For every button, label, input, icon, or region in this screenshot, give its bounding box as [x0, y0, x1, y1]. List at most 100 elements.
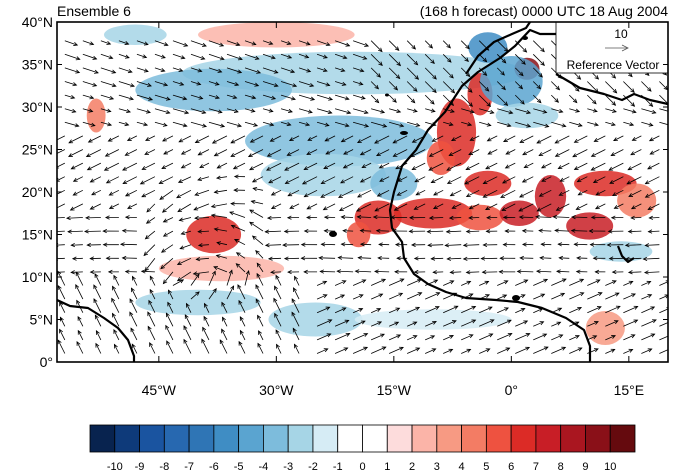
wind-vector-676	[605, 94, 617, 106]
lat-tick-label-1: 5°N	[30, 312, 54, 328]
wind-vector-579	[82, 121, 96, 127]
anomaly-patch-10	[135, 289, 261, 316]
wind-vector-265	[539, 255, 552, 261]
wind-vector-693	[298, 81, 315, 87]
wind-vector-216	[270, 270, 282, 275]
wind-vector-764	[352, 53, 368, 60]
wind-vector-469	[541, 176, 552, 182]
wind-vector-734	[424, 67, 437, 80]
wind-vector-712	[641, 81, 652, 92]
wind-vector-697	[370, 81, 380, 90]
wind-vector-470	[559, 176, 570, 182]
colorbar-swatch-3	[163, 424, 190, 453]
wind-vector-317	[249, 221, 264, 232]
wind-vector-395	[432, 203, 444, 210]
wind-vector-495	[395, 162, 408, 170]
wind-vector-107	[148, 299, 156, 313]
wind-vector-482	[161, 162, 174, 169]
wind-vector-113	[255, 298, 264, 313]
wind-vector-440	[628, 189, 642, 197]
wind-vector-655	[226, 94, 238, 100]
wind-vector-404	[595, 203, 606, 210]
wind-vector-23	[479, 348, 491, 354]
wind-vector-264	[519, 255, 534, 261]
wind-vector-603	[515, 121, 532, 128]
coastlines	[57, 22, 668, 362]
wind-vector-727	[298, 67, 312, 73]
wind-vector-220	[336, 269, 354, 274]
wind-vector-587	[226, 121, 242, 128]
wind-vector-441	[644, 189, 660, 198]
wind-vector-347	[178, 217, 192, 222]
wind-vector-524	[306, 149, 318, 155]
wind-vector-673	[551, 94, 560, 103]
colorbar-label-7: -3	[283, 461, 293, 471]
wind-vector-793	[262, 40, 274, 45]
wind-vector-735	[442, 67, 454, 79]
wind-vector-97	[587, 321, 599, 327]
wind-vector-123	[443, 305, 459, 314]
reference-vector-magnitude: 10	[614, 27, 628, 41]
wind-vector-559	[324, 135, 336, 142]
wind-vector-631	[407, 108, 418, 113]
wind-vector-214	[235, 263, 246, 273]
wind-vector-224	[413, 269, 426, 275]
wind-vector-726	[280, 67, 296, 74]
colorbar-swatch-20	[585, 424, 611, 453]
colorbar-label-15: 5	[483, 461, 489, 471]
wind-vector-663	[370, 94, 380, 104]
wind-vector-386	[270, 203, 282, 209]
spain-coastline	[465, 22, 531, 75]
wind-vector-31	[623, 348, 634, 354]
wind-vector-258	[413, 256, 426, 261]
wind-vector-326	[408, 229, 426, 234]
wind-vector-421	[287, 189, 300, 197]
colorbar-swatch-8	[287, 424, 314, 453]
wind-vector-181	[256, 272, 264, 286]
wind-vector-188	[388, 278, 405, 286]
wind-vector-226	[449, 270, 462, 275]
wind-vector-425	[357, 189, 372, 198]
wind-vector-299	[540, 242, 552, 247]
wind-vector-150	[316, 294, 328, 300]
wind-vector-443	[72, 176, 84, 182]
anomaly-patch-21	[393, 197, 473, 229]
wind-vector-320	[303, 228, 318, 234]
wind-vector-578	[64, 121, 80, 128]
wind-vector-238	[57, 256, 65, 261]
wind-vector-680	[64, 81, 78, 87]
wind-vector-398	[485, 203, 498, 211]
wind-vector-63	[587, 335, 598, 341]
wind-vector-704	[496, 81, 506, 91]
wind-vector-569	[503, 135, 516, 143]
wind-vector-787	[154, 40, 169, 47]
wind-vector-606	[569, 121, 583, 127]
wind-vector-101	[659, 322, 668, 327]
wind-vector-535	[505, 149, 516, 155]
wind-vector-515	[144, 149, 156, 155]
colorbar-swatch-10	[337, 424, 363, 453]
wind-vector-611	[659, 121, 668, 126]
wind-vector-715	[82, 67, 99, 74]
colorbar-label-10: 0	[359, 461, 365, 471]
wind-vector-7	[183, 338, 192, 354]
anomaly-patch-8	[260, 153, 387, 197]
wind-vector-471	[576, 176, 588, 183]
wind-vector-215	[256, 262, 264, 273]
wind-vector-186	[352, 279, 367, 286]
wind-vector-162	[533, 293, 546, 300]
wind-vector-757	[226, 53, 243, 61]
wind-vector-653	[190, 94, 204, 100]
wind-vector-327	[426, 229, 444, 234]
wind-vector-200	[605, 280, 617, 286]
wind-vector-556	[269, 135, 282, 142]
wind-vector-506	[590, 162, 606, 171]
wind-vector-241	[105, 256, 119, 261]
wind-vector-268	[592, 256, 606, 261]
wind-vector-639	[551, 108, 564, 114]
wind-vector-95	[551, 321, 562, 327]
wind-vector-254	[337, 255, 354, 260]
wind-vector-208	[124, 269, 137, 274]
wind-vector-116	[316, 306, 331, 314]
wind-vector-446	[122, 176, 138, 184]
